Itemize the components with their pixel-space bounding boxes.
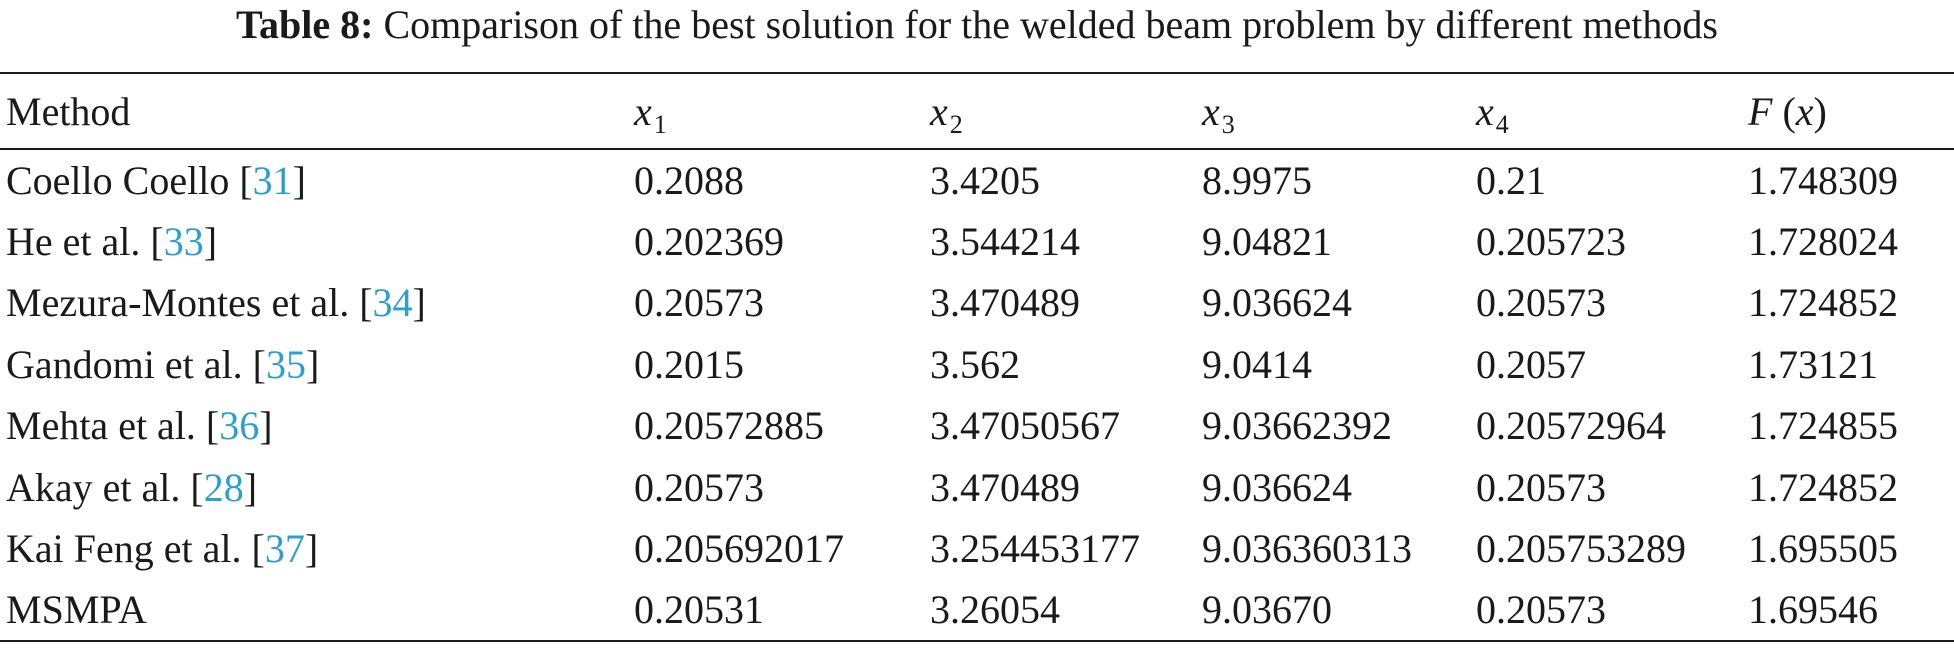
reference-link[interactable]: 37: [264, 526, 305, 572]
cell-fx: 1.724852: [1748, 464, 1898, 510]
reference-link[interactable]: 34: [372, 280, 413, 326]
header-method: Method: [0, 72, 628, 150]
cell-method: Kai Feng et al. [37]: [6, 526, 319, 572]
header-x2-sub: 2: [949, 109, 963, 139]
cell-fx: 1.69546: [1742, 579, 1954, 642]
header-x3: x3: [1196, 72, 1470, 150]
cell-x2: 3.47050567: [930, 403, 1120, 449]
cell-x4: 0.2057: [1476, 341, 1586, 387]
cell-x3: 9.0414: [1202, 341, 1312, 387]
cell-method: Coello Coello [31]: [6, 157, 306, 203]
header-fx-var: x: [1795, 88, 1814, 134]
caption-label: Table 8:: [236, 2, 374, 47]
cell-method: Mehta et al. [36]: [6, 403, 273, 449]
cell-method: Mezura-Montes et al. [34]: [6, 280, 426, 326]
cell-x1: 0.20572885: [634, 403, 824, 449]
cell-x1: 0.2088: [634, 157, 744, 203]
header-fx: F (x): [1742, 72, 1954, 150]
method-name: MSMPA: [6, 587, 147, 633]
cell-x3: 9.03670: [1196, 579, 1470, 642]
cell-fx: 1.73121: [1748, 341, 1878, 387]
cell-x4: 0.20573: [1476, 280, 1606, 326]
header-x2: x2: [924, 72, 1196, 150]
cell-method: Gandomi et al. [35]: [6, 341, 320, 387]
table-row: Gandomi et al. [35] 0.2015 3.562 9.0414 …: [0, 334, 1954, 396]
method-name: Mehta et al.: [6, 403, 206, 449]
cell-x1: 0.2015: [634, 341, 744, 387]
header-x3-var: x: [1202, 88, 1220, 134]
cell-x1: 0.202369: [634, 218, 784, 264]
cell-x1: 0.205692017: [634, 526, 844, 572]
cell-x2: 3.26054: [924, 579, 1196, 642]
reference-link[interactable]: 31: [252, 157, 293, 203]
caption-text: Comparison of the best solution for the …: [383, 2, 1718, 47]
cell-x3: 9.036624: [1202, 280, 1352, 326]
cell-x4: 0.20573: [1470, 579, 1742, 642]
header-fx-open: (: [1772, 88, 1796, 134]
table-row: Kai Feng et al. [37] 0.205692017 3.25445…: [0, 518, 1954, 580]
header-x1-sub: 1: [653, 109, 667, 139]
cell-x3: 9.04821: [1202, 218, 1332, 264]
cell-x4: 0.21: [1476, 157, 1546, 203]
cell-x2: 3.470489: [930, 464, 1080, 510]
cell-x3: 9.036624: [1202, 464, 1352, 510]
comparison-table: Method x1 x2 x3 x4 F (x) Coello Coello […: [0, 72, 1954, 642]
reference-link[interactable]: 28: [203, 464, 244, 510]
table-row: Akay et al. [28] 0.20573 3.470489 9.0366…: [0, 457, 1954, 519]
table-row: He et al. [33] 0.202369 3.544214 9.04821…: [0, 211, 1954, 273]
header-x3-sub: 3: [1221, 109, 1235, 139]
table-row: Coello Coello [31] 0.2088 3.4205 8.9975 …: [0, 149, 1954, 211]
method-name: He et al.: [6, 218, 151, 264]
header-row: Method x1 x2 x3 x4 F (x): [0, 72, 1954, 150]
cell-method: Akay et al. [28]: [6, 464, 258, 510]
cell-fx: 1.695505: [1748, 526, 1898, 572]
method-name: Coello Coello: [6, 157, 240, 203]
method-name: Mezura-Montes et al.: [6, 280, 360, 326]
cell-x2: 3.4205: [930, 157, 1040, 203]
cell-x2: 3.470489: [930, 280, 1080, 326]
table-row: MSMPA 0.20531 3.26054 9.03670 0.20573 1.…: [0, 579, 1954, 642]
cell-x3: 9.036360313: [1202, 526, 1412, 572]
header-x2-var: x: [930, 88, 948, 134]
cell-x1: 0.20573: [634, 280, 764, 326]
cell-x1: 0.20573: [634, 464, 764, 510]
header-fx-f: F: [1748, 88, 1773, 134]
method-name: Kai Feng et al.: [6, 526, 252, 572]
header-x4: x4: [1470, 72, 1742, 150]
reference-link[interactable]: 36: [219, 403, 260, 449]
header-x1-var: x: [634, 88, 652, 134]
cell-x1: 0.20531: [628, 579, 924, 642]
table-caption: Table 8: Comparison of the best solution…: [0, 0, 1954, 58]
cell-x4: 0.205723: [1476, 218, 1626, 264]
cell-x2: 3.562: [930, 341, 1020, 387]
cell-x3: 8.9975: [1202, 157, 1312, 203]
reference-link[interactable]: 33: [163, 218, 204, 264]
cell-x4: 0.20573: [1476, 464, 1606, 510]
cell-method: MSMPA: [0, 579, 628, 642]
cell-fx: 1.724852: [1748, 280, 1898, 326]
cell-fx: 1.748309: [1748, 157, 1898, 203]
header-x4-sub: 4: [1495, 109, 1509, 139]
cell-method: He et al. [33]: [6, 218, 218, 264]
header-x1: x1: [628, 72, 924, 150]
cell-fx: 1.728024: [1748, 218, 1898, 264]
cell-x4: 0.205753289: [1476, 526, 1686, 572]
method-name: Gandomi et al.: [6, 341, 253, 387]
method-name: Akay et al.: [6, 464, 191, 510]
cell-x2: 3.544214: [930, 218, 1080, 264]
header-fx-close: ): [1813, 88, 1827, 134]
cell-x3: 9.03662392: [1202, 403, 1392, 449]
header-x4-var: x: [1476, 88, 1494, 134]
table-row: Mezura-Montes et al. [34] 0.20573 3.4704…: [0, 272, 1954, 334]
reference-link[interactable]: 35: [265, 341, 306, 387]
cell-fx: 1.724855: [1748, 403, 1898, 449]
cell-x4: 0.20572964: [1476, 403, 1666, 449]
cell-x2: 3.254453177: [930, 526, 1140, 572]
table-row: Mehta et al. [36] 0.20572885 3.47050567 …: [0, 395, 1954, 457]
